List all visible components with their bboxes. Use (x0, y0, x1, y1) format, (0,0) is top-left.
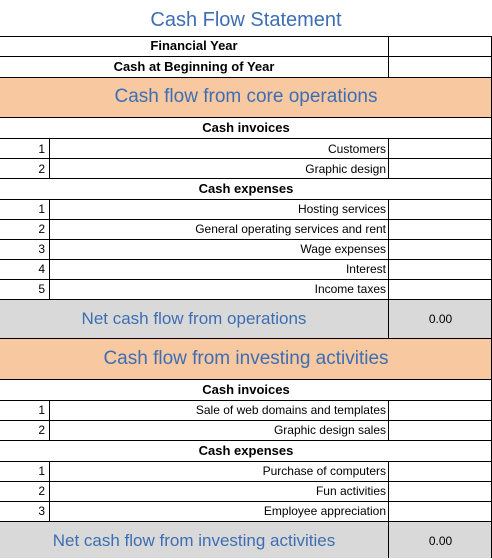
section-band: Cash flow from investing activities (0, 339, 492, 379)
grid-line (0, 219, 492, 220)
net-label: Net cash flow from operations (81, 309, 307, 328)
grid-line (0, 338, 492, 339)
row-label: Purchase of computers (262, 464, 386, 478)
grid-line (0, 379, 492, 380)
row-number: 2 (38, 162, 45, 176)
row-number: 5 (38, 282, 45, 296)
row-number: 1 (38, 202, 45, 216)
row-value[interactable] (389, 461, 492, 481)
grid-line (0, 138, 492, 139)
row-label: Sale of web domains and templates (195, 403, 386, 417)
net-value: 0.00 (389, 522, 492, 558)
grid-line (0, 420, 492, 421)
net-row: Net cash flow from investing activities (0, 522, 388, 558)
row-label: Income taxes (314, 282, 386, 296)
section-band: Cash flow from core operations (0, 77, 492, 117)
row-value[interactable] (389, 481, 492, 501)
row-label: General operating services and rent (195, 222, 386, 236)
grid-line (0, 199, 492, 200)
group-heading: Cash invoices (202, 382, 290, 397)
net-row: Net cash flow from operations (0, 300, 388, 338)
row-value[interactable] (389, 501, 492, 521)
row-value[interactable] (389, 259, 492, 279)
sheet-title: Cash Flow Statement (150, 9, 342, 31)
cash-beginning-label: Cash at Beginning of Year (113, 59, 275, 74)
net-value: 0.00 (389, 300, 492, 338)
grid-line (0, 461, 492, 462)
row-label: Customers (327, 142, 386, 156)
grid-line (0, 400, 492, 401)
grid-line (388, 461, 389, 558)
group-heading: Cash invoices (202, 120, 290, 135)
grid-line (0, 521, 492, 522)
row-label: Graphic design (305, 162, 386, 176)
grid-line (388, 138, 389, 178)
row-number: 2 (38, 423, 45, 437)
row-number: 2 (38, 222, 45, 236)
row-value[interactable] (389, 400, 492, 420)
financial-year-value[interactable] (389, 36, 492, 56)
grid-line (0, 178, 492, 179)
row-value[interactable] (389, 159, 492, 179)
grid-line (0, 259, 492, 260)
row-value[interactable] (389, 219, 492, 239)
row-value[interactable] (389, 239, 492, 259)
grid-line (0, 501, 492, 502)
grid-line (0, 440, 492, 441)
group-heading: Cash expenses (198, 443, 294, 458)
grid-line (0, 117, 492, 118)
grid-line (49, 461, 50, 521)
row-label: Graphic design sales (273, 423, 386, 437)
grid-line (0, 481, 492, 482)
grid-line (0, 279, 492, 280)
row-label: Interest (345, 262, 386, 276)
row-label: Employee appreciation (263, 504, 386, 518)
grid-line (388, 199, 389, 338)
financial-year-label: Financial Year (150, 38, 238, 53)
grid-line (0, 77, 492, 78)
grid-line (388, 400, 389, 440)
row-value[interactable] (389, 199, 492, 219)
grid-line (0, 56, 492, 57)
row-value[interactable] (389, 279, 492, 299)
grid-line (0, 299, 492, 300)
grid-line (388, 36, 389, 77)
grid-line (49, 199, 50, 299)
row-label: Wage expenses (300, 242, 386, 256)
section-heading: Cash flow from core operations (114, 86, 378, 107)
title-row: Cash Flow Statement (0, 0, 492, 36)
net-label: Net cash flow from investing activities (52, 531, 336, 550)
row-number: 3 (38, 242, 45, 256)
cash-beginning-value[interactable] (389, 57, 492, 77)
section-heading: Cash flow from investing activities (103, 348, 389, 369)
row-value[interactable] (389, 420, 492, 440)
row-number: 3 (38, 504, 45, 518)
grid-line (0, 36, 492, 37)
group-heading: Cash expenses (198, 181, 294, 196)
grid-line (0, 158, 492, 159)
row-number: 1 (38, 142, 45, 156)
row-number: 1 (38, 464, 45, 478)
grid-line (49, 138, 50, 178)
row-number: 4 (38, 262, 45, 276)
row-number: 2 (38, 484, 45, 498)
row-label: Fun activities (315, 484, 386, 498)
row-label: Hosting services (297, 202, 386, 216)
row-value[interactable] (389, 139, 492, 159)
grid-line (49, 400, 50, 440)
row-number: 1 (38, 403, 45, 417)
grid-line (0, 239, 492, 240)
